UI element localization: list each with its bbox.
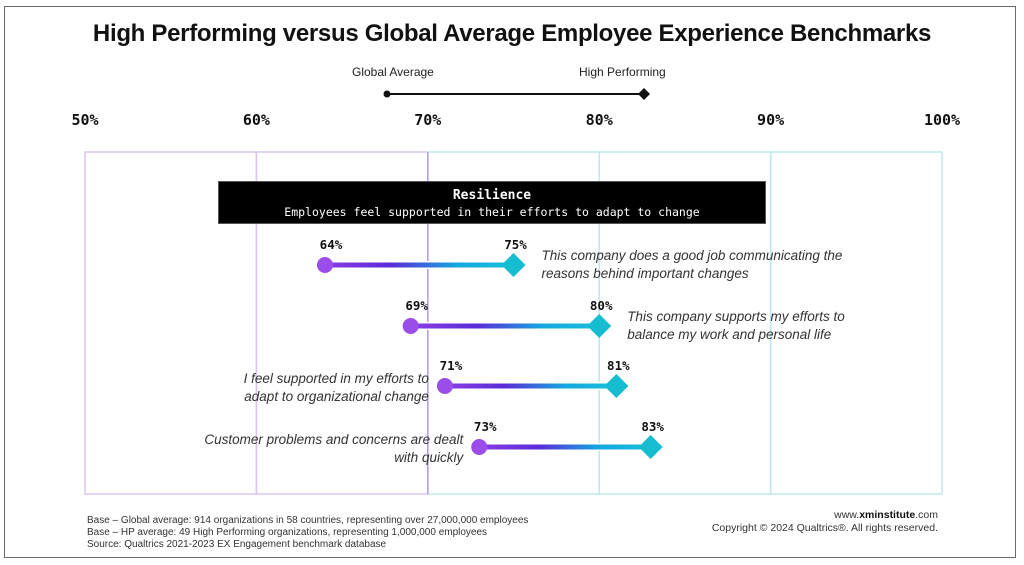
legend-global-label: Global Average <box>352 65 434 79</box>
high-performing-point <box>638 435 663 459</box>
item-statement-line: adapt to organizational change <box>244 389 429 404</box>
global-value-label: 73% <box>473 419 497 434</box>
credit: www.xminstitute.com Copyright © 2024 Qua… <box>712 509 938 535</box>
item-statement-line: This company supports my efforts to <box>627 309 845 324</box>
global-average-point <box>316 257 333 273</box>
x-tick-label: 90% <box>757 111 785 129</box>
global-value-label: 64% <box>319 237 343 252</box>
global-average-point <box>402 318 419 334</box>
copyright: Copyright © 2024 Qualtrics®. All rights … <box>711 522 938 534</box>
legend-sample <box>383 88 650 100</box>
footnotes: Base – Global average: 914 organizations… <box>87 515 528 551</box>
marks <box>316 253 663 459</box>
high-value-label: 81% <box>607 358 630 373</box>
category-subtitle: Employees feel supported in their effort… <box>284 205 700 219</box>
legend-circle-icon <box>383 90 391 98</box>
global-average-point <box>436 378 453 394</box>
item-statement-line: reasons behind important changes <box>541 266 749 281</box>
footnote-source: Source: Qualtrics 2021-2023 EX Engagemen… <box>87 539 387 550</box>
dumbbell-bar <box>410 323 600 329</box>
high-performing-point <box>604 374 629 398</box>
global-average-point <box>471 439 488 455</box>
chart-frame <box>4 6 1016 558</box>
chart-title: High Performing versus Global Average Em… <box>92 20 932 47</box>
x-tick-label: 60% <box>242 111 270 129</box>
global-value-label: 69% <box>405 298 428 313</box>
high-performing-point <box>501 253 526 277</box>
grid-column-90 <box>769 151 943 495</box>
x-tick-label: 80% <box>585 111 613 129</box>
x-tick-label: 100% <box>923 111 961 129</box>
website-link[interactable]: www.xminstitute.com <box>834 509 938 521</box>
category-header: Resilience Employees feel supported in t… <box>218 181 766 224</box>
dumbbell-bar <box>444 383 617 389</box>
dumbbell-bar <box>479 444 651 450</box>
footnote-hp-base: Base – HP average: 49 High Performing or… <box>87 527 488 538</box>
item-statement-line: I feel supported in my efforts to <box>243 371 429 386</box>
item-statement-line: This company does a good job communicati… <box>541 248 843 263</box>
item-statement-line: with quickly <box>394 450 464 465</box>
high-value-label: 75% <box>504 237 527 252</box>
item-statement: Customer problems and concerns are dealt… <box>123 431 463 467</box>
dumbbell-bar <box>324 262 514 268</box>
footnote-global-base: Base – Global average: 914 organizations… <box>87 515 529 526</box>
high-performing-point <box>587 314 612 338</box>
x-tick-label: 50% <box>71 111 99 129</box>
x-tick-label: 70% <box>414 111 442 129</box>
item-statement: This company does a good job communicati… <box>542 247 882 283</box>
legend-diamond-icon <box>638 88 650 100</box>
high-value-label: 83% <box>641 419 664 434</box>
legend-high-label: High Performing <box>579 65 666 79</box>
item-statement-line: Customer problems and concerns are dealt <box>204 432 464 447</box>
global-value-label: 71% <box>439 358 463 373</box>
item-statement: I feel supported in my efforts to adapt t… <box>89 370 429 406</box>
item-statement-line: balance my work and personal life <box>627 327 832 342</box>
high-value-label: 80% <box>589 298 613 313</box>
item-statement: This company supports my efforts to balan… <box>627 308 967 344</box>
category-title: Resilience <box>452 188 532 203</box>
